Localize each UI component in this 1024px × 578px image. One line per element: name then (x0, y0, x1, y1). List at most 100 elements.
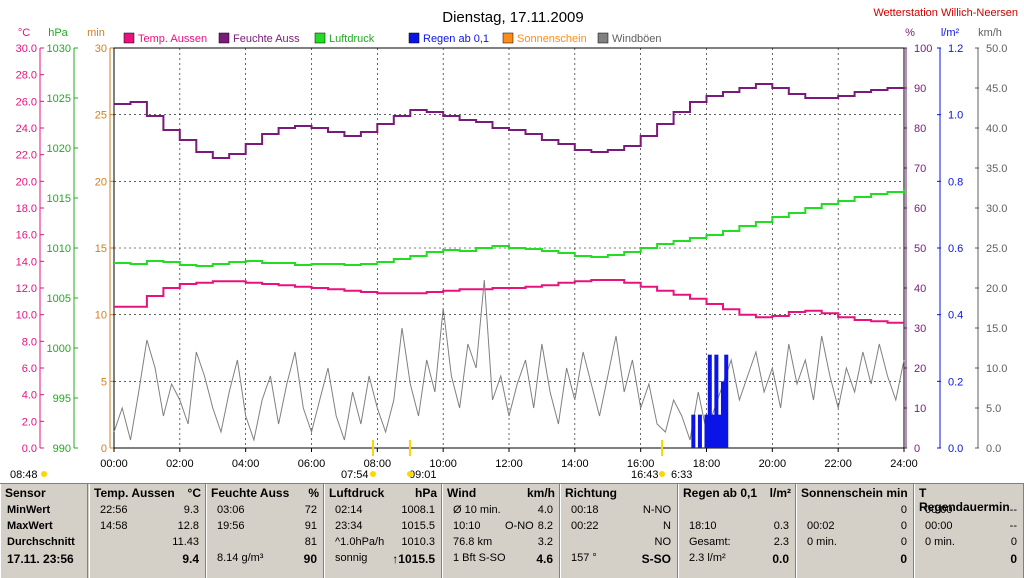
wind-column: Wind km/h Ø 10 min. 4.0 10:10 O-NO 8.2 76.8 km 3… (442, 484, 560, 578)
table-row: 14:58 12.8 (94, 520, 201, 535)
rain-bar (711, 414, 716, 448)
column-unit: l/m² (769, 486, 791, 500)
series-layer (113, 83, 905, 448)
cell-value: N (663, 520, 671, 532)
cell-value: 4.0 (537, 504, 553, 516)
temp-tick-label: 16.0 (16, 230, 37, 242)
series-feuchte-auss (114, 83, 904, 159)
cell-value: 91 (304, 520, 317, 532)
pressure-tick-label: 1000 (47, 343, 71, 355)
table-row: 11.43 (94, 536, 201, 551)
cell-value: 81 (304, 536, 317, 548)
temp-tick-label: 22.0 (16, 150, 37, 162)
cell-value: 0.0 (772, 552, 789, 566)
table-row (683, 504, 791, 519)
table-row: 02:14 1008.1 (329, 504, 437, 519)
cell-label: 10:10 (453, 520, 481, 532)
cell-value: 2.3 (773, 536, 789, 548)
wind-tick-label: 15.0 (986, 323, 1007, 335)
sun-time-label: 08:48 (10, 469, 38, 481)
table-row: 03:06 72 (211, 504, 319, 519)
humidity-unit: % (905, 27, 915, 39)
humidity-tick-label: 10 (914, 403, 926, 415)
pressure-tick-label: 990 (53, 443, 71, 455)
x-tick-label: 06:00 (298, 458, 326, 470)
x-tick-label: 24:00 (890, 458, 918, 470)
rain-unit: l/m² (941, 27, 960, 39)
legend-label: Temp. Aussen (138, 33, 207, 45)
table-row: sonnig ↑1015.5 (329, 552, 437, 567)
weather-chart: Dienstag, 17.11.2009 Wetterstation Willi… (10, 7, 1018, 481)
cell-value: 12.8 (177, 520, 199, 532)
legend-swatch (408, 32, 420, 44)
cell-value: 1015.5 (401, 520, 435, 532)
rain-tick-label: 0.4 (948, 310, 963, 322)
column-title: Feuchte Auss (211, 486, 290, 500)
table-row: 2.3 l/m² 0.0 (683, 552, 791, 567)
wind-tick-label: 20.0 (986, 283, 1007, 295)
table-row: ^1.0hPa/h 1010.3 (329, 536, 437, 551)
rain-bar (724, 354, 729, 448)
wind-tick-label: 0.0 (986, 443, 1001, 455)
rain-tick-label: 1.2 (948, 43, 963, 55)
station-name: Wetterstation Willich-Neersen (873, 7, 1018, 19)
table-row: Ø 10 min. 4.0 (447, 504, 555, 519)
rain-bar (714, 354, 719, 448)
cell-value: 0 (900, 504, 907, 516)
x-tick-label: 00:00 (100, 458, 128, 470)
cell-label: 1 Bft S-SO (453, 552, 506, 564)
pressure-tick-label: 1005 (47, 293, 71, 305)
rain-bar (720, 381, 725, 448)
cell-value: 3.2 (537, 536, 553, 548)
cell-label: 00:00 (925, 504, 953, 516)
rain-tick-label: 1.0 (948, 110, 963, 122)
cell-value: 1010.3 (401, 536, 435, 548)
pressure-tick-label: 1020 (47, 143, 71, 155)
pressure-tick-label: 1010 (47, 243, 71, 255)
cell-label: 23:34 (335, 520, 363, 532)
cell-label: 22:56 (100, 504, 128, 516)
table-row: 22:56 9.3 (94, 504, 201, 519)
richtung-header: Richtung (565, 486, 673, 502)
summary-table: Sensor MinWert MaxWert Durchschnitt 17.1… (0, 483, 1024, 578)
cell-label: 14:58 (100, 520, 128, 532)
temp-tick-label: 10.0 (16, 310, 37, 322)
cell-label: 76.8 km (453, 536, 493, 548)
cell-label: 8.14 g/m³ (217, 552, 264, 564)
column-title: Regen ab 0,1 (683, 486, 758, 500)
temp-tick-label: 30.0 (16, 43, 37, 55)
column-title: Sonnenschein min (801, 486, 908, 500)
sun-time-label: 07:54 (341, 469, 369, 481)
table-row: 00:02 0 (801, 520, 909, 535)
temp-unit: °C (18, 27, 30, 39)
wind-header: Wind km/h (447, 486, 555, 502)
pressure-tick-label: 1030 (47, 43, 71, 55)
x-tick-label: 22:00 (824, 458, 852, 470)
temp-tick-label: 18.0 (16, 203, 37, 215)
feuchte-column: Feuchte Auss% 03:06 72 19:56 91 81 8.14 g/m³ 90 (206, 484, 324, 578)
table-row: 23:34 1015.5 (329, 520, 437, 535)
regendauer-column: T Regendauermin 00:00 -- 00:00 -- 0 min. 0 0 (914, 484, 1024, 578)
cell-value: 1008.1 (401, 504, 435, 516)
cell-value: 0.3 (773, 520, 789, 532)
cell-value: 0 (900, 552, 907, 566)
humidity-tick-label: 50 (914, 243, 926, 255)
temp-tick-label: 2.0 (22, 416, 37, 428)
cell-label: 0 min. (807, 536, 837, 548)
cell-value: -- (1009, 520, 1017, 532)
humidity-tick-label: 0 (914, 443, 920, 455)
table-row: 00:00 -- (919, 504, 1019, 519)
legend-label: Regen ab 0,1 (423, 33, 489, 45)
cell-label: Gesamt: (689, 536, 731, 548)
sun-tick-label: 5 (101, 376, 107, 388)
x-axis: 00:00 02:00 04:00 06:00 08:00 10:00 12:00 14:00… (100, 448, 918, 470)
rain-bar (704, 414, 709, 448)
x-tick-label: 08:00 (364, 458, 392, 470)
chart-title: Dienstag, 17.11.2009 (442, 9, 584, 26)
cell-label: 2.3 l/m² (689, 552, 726, 564)
rain-bar (691, 414, 696, 448)
table-row: 0 min. 0 (919, 536, 1019, 551)
cell-value: 0 (900, 536, 907, 548)
luftdruck-column: Luftdruck hPa 02:14 1008.1 23:34 1015.5 ^1.0hP… (324, 484, 442, 578)
wind-tick-label: 35.0 (986, 163, 1007, 175)
